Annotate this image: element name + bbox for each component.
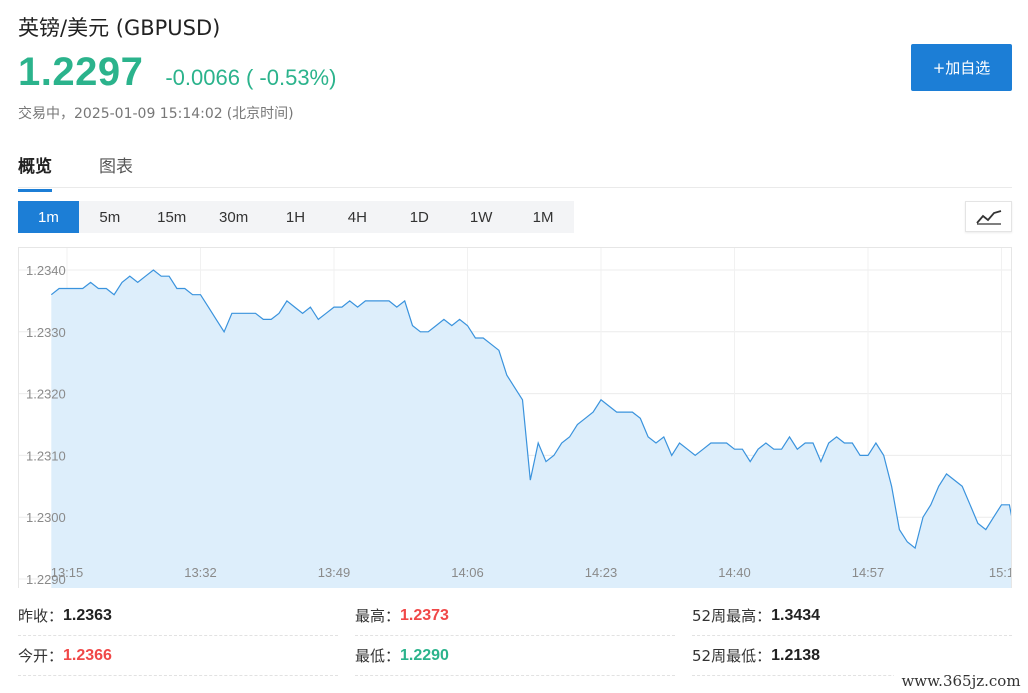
price-chart-svg: 1.2340 1.2330 1.2320 1.2310 1.2300 1.229013:1…	[19, 248, 1012, 588]
y-tick-label: 1.2320	[26, 387, 66, 402]
tab-bar: 概览 图表	[18, 146, 1012, 192]
stat-prev-close: 昨收： 1.2363	[18, 596, 338, 636]
change-value: -0.0066	[165, 65, 240, 90]
y-tick-label: 1.2300	[26, 510, 66, 525]
y-tick-label: 1.2290	[26, 572, 66, 587]
stat-open: 今开： 1.2366	[18, 636, 338, 676]
interval-selector: 1m 5m 15m 30m 1H 4H 1D 1W 1M	[18, 201, 574, 233]
interval-1d[interactable]: 1D	[409, 208, 429, 226]
interval-1m[interactable]: 1m	[18, 201, 79, 233]
interval-5m[interactable]: 5m	[99, 208, 121, 226]
x-tick-label: 14:23	[585, 565, 618, 580]
stat-high-52w: 52周最高： 1.3434	[692, 596, 1012, 636]
price-change: -0.0066( -0.53%)	[165, 65, 336, 91]
status-label: 交易中，	[18, 106, 74, 122]
y-tick-label: 1.2340	[26, 263, 66, 278]
trading-status: 交易中，2025-01-09 15:14:02 (北京时间)	[18, 103, 294, 123]
interval-15m[interactable]: 15m	[157, 208, 187, 226]
chart-type-button[interactable]	[965, 201, 1012, 232]
status-timezone: (北京时间)	[226, 106, 294, 122]
y-tick-label: 1.2310	[26, 448, 66, 463]
current-price: 1.2297	[18, 50, 144, 94]
interval-30m[interactable]: 30m	[219, 208, 249, 226]
interval-1w[interactable]: 1W	[469, 208, 493, 226]
interval-1h[interactable]: 1H	[285, 208, 306, 226]
interval-4h[interactable]: 4H	[347, 208, 367, 226]
x-tick-label: 13:32	[184, 565, 217, 580]
x-tick-label: 13:15	[51, 565, 84, 580]
x-tick-label: 14:57	[852, 565, 885, 580]
interval-1mo[interactable]: 1M	[532, 208, 554, 226]
page-title: 英镑/美元 (GBPUSD)	[18, 16, 221, 40]
x-tick-label: 14:06	[451, 565, 484, 580]
price-line	[50, 269, 1011, 550]
x-tick-label: 15:1	[989, 565, 1012, 580]
watermark: www.365jz.com	[894, 668, 1028, 693]
price-chart[interactable]: 1.2340 1.2330 1.2320 1.2310 1.2300 1.2290 13:1…	[18, 247, 1012, 588]
x-tick-label: 14:40	[718, 565, 751, 580]
stat-low: 最低： 1.2290	[355, 636, 675, 676]
add-to-watchlist-button[interactable]: +加自选	[911, 44, 1012, 91]
x-tick-label: 13:49	[318, 565, 351, 580]
tab-overview[interactable]: 概览	[18, 152, 52, 192]
change-percent: ( -0.53%)	[245, 65, 337, 90]
stat-high: 最高： 1.2373	[355, 596, 675, 636]
stat-low-52w: 52周最低： 1.2138	[692, 636, 1012, 676]
price-row: 1.2297 -0.0066( -0.53%)	[18, 50, 336, 100]
line-chart-icon	[975, 209, 1001, 225]
status-datetime: 2025-01-09 15:14:02	[74, 106, 223, 122]
tab-chart[interactable]: 图表	[99, 157, 133, 177]
price-area	[51, 270, 1011, 588]
y-tick-label: 1.2330	[26, 325, 66, 340]
